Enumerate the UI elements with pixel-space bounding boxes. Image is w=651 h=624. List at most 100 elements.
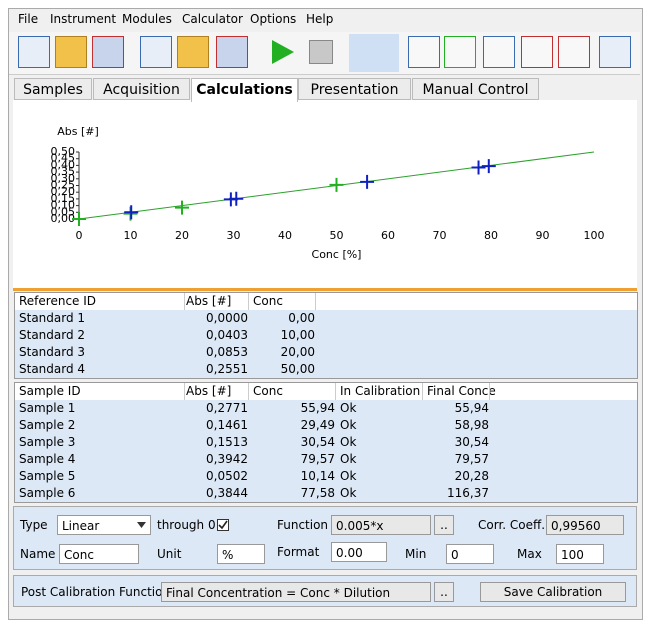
tool-button-6[interactable] [599,36,631,68]
min-input[interactable]: 0 [446,544,494,564]
table-cell: Standard 1 [19,311,86,325]
standard-point [329,177,344,192]
through-zero-label: through 0 [157,518,216,532]
function-button[interactable]: .. [434,515,454,535]
column-divider [422,383,423,400]
dropdown-arrow [137,522,146,528]
unit-label: Unit [157,547,182,561]
play-icon [272,40,294,64]
open-method-button[interactable] [177,36,209,68]
table-cell: 0,3942 [206,452,248,466]
type-select[interactable]: Linear [57,515,151,535]
open-button[interactable] [55,36,87,68]
tool-button-3[interactable] [483,36,515,68]
column-header: Final Conce [427,384,496,398]
table-row[interactable]: Sample 4 0,3942 79,57 Ok 79,57 [15,451,637,468]
table-cell: 55,94 [300,401,335,415]
stop-button[interactable] [309,40,333,64]
table-cell: 30,54 [454,435,489,449]
x-tick-label: 0 [76,229,83,242]
table-row[interactable]: Standard 3 0,0853 20,00 [15,344,637,361]
y-tick-label: 0,20 [51,185,76,198]
table-row[interactable]: Standard 4 0,2551 50,00 [15,361,637,378]
table-row[interactable]: Standard 1 0,0000 0,00 [15,310,637,327]
table-cell: 77,58 [300,486,335,500]
table-cell: 0,0853 [206,345,248,359]
tab[interactable]: Calculations [191,78,298,102]
tab[interactable]: Acquisition [93,78,190,100]
table-cell: Standard 3 [19,345,86,359]
tab[interactable]: Presentation [298,78,411,100]
function-input[interactable]: 0.005*x [331,515,431,535]
table-cell: 10,14 [300,469,335,483]
calibration-chart: Abs [#]Conc [%]0,000,050,100,150,200,250… [51,125,605,261]
column-divider [184,383,185,400]
column-header: In Calibration [340,384,421,398]
x-tick-label: 20 [175,229,189,242]
save-method-button[interactable] [216,36,248,68]
table-cell: 50,00 [280,362,315,376]
table-row[interactable]: Sample 5 0,0502 10,14 Ok 20,28 [15,468,637,485]
new-button[interactable] [18,36,50,68]
table-cell: Ok [340,452,357,466]
column-header: Abs [#] [186,294,232,308]
run-button[interactable] [268,38,296,66]
save-button[interactable] [92,36,124,68]
new-method-button[interactable] [140,36,172,68]
tool-button-5[interactable] [558,36,590,68]
menu-item[interactable]: Calculator [182,12,243,26]
header-row: Sample ID Abs [#] Conc In Calibration Final … [15,383,637,400]
table-cell: 116,37 [447,486,489,500]
post-calibration-panel: Post Calibration Function Final Concentr… [13,575,637,607]
column-header: Conc [253,294,283,308]
table-cell: 55,94 [454,401,489,415]
through-zero-checkbox[interactable] [217,519,229,531]
table-row[interactable]: Sample 3 0,1513 30,54 Ok 30,54 [15,434,637,451]
menu-item[interactable]: File [18,12,39,26]
y-tick-label: 0,30 [51,172,76,185]
menu-item[interactable]: Instrument [50,12,117,26]
menu-item[interactable]: Help [306,12,334,26]
menu-item[interactable]: Options [250,12,297,26]
samples-table: Sample ID Abs [#] Conc In Calibration Final … [14,382,638,503]
sample-point [360,174,375,189]
column-divider [335,383,336,400]
column-header: Sample ID [19,384,81,398]
table-row[interactable]: Standard 2 0,0403 10,00 [15,327,637,344]
calibration-panel: Type Linear through 0 Function 0.005*x .… [13,506,637,570]
y-tick-label: 0,25 [51,179,76,192]
name-input[interactable]: Conc [59,544,139,564]
post-button[interactable]: .. [434,582,454,602]
table-row[interactable]: Sample 2 0,1461 29,49 Ok 58,98 [15,417,637,434]
table-row[interactable]: Sample 1 0,2771 55,94 Ok 55,94 [15,400,637,417]
tool-button-1[interactable] [408,36,440,68]
table-row[interactable]: Sample 6 0,3844 77,58 Ok 116,37 [15,485,637,502]
table-cell: Ok [340,418,357,432]
menu-item[interactable]: Modules [122,12,172,26]
standard-point [175,200,189,215]
format-input[interactable]: 0.00 [331,542,387,562]
tool-button-2[interactable] [444,36,476,68]
table-cell: 0,0000 [206,311,248,325]
sample-point [124,205,139,220]
sample-point [471,160,486,175]
max-input[interactable]: 100 [556,544,604,564]
save-calibration-button[interactable]: Save Calibration [480,582,626,602]
column-header: Conc [253,384,283,398]
y-tick-label: 0,45 [51,152,76,165]
post-input[interactable]: Final Concentration = Conc * Dilution [161,582,431,602]
x-tick-label: 40 [278,229,292,242]
toolbar-spacer [349,34,399,72]
standards-table: Reference ID Abs [#] Conc Standard 1 0,0000 0… [14,292,638,379]
tab[interactable]: Samples [14,78,92,100]
y-tick-label: 0,10 [51,199,76,212]
table-cell: 10,00 [280,328,315,342]
unit-input[interactable]: % [217,544,265,564]
tool-button-4[interactable] [521,36,553,68]
table-cell: 0,0502 [206,469,248,483]
corr-input: 0,99560 [546,515,624,535]
function-label: Function [277,518,329,532]
header-row: Reference ID Abs [#] Conc [15,293,637,310]
tab[interactable]: Manual Control [412,78,539,100]
table-cell: 58,98 [454,418,489,432]
